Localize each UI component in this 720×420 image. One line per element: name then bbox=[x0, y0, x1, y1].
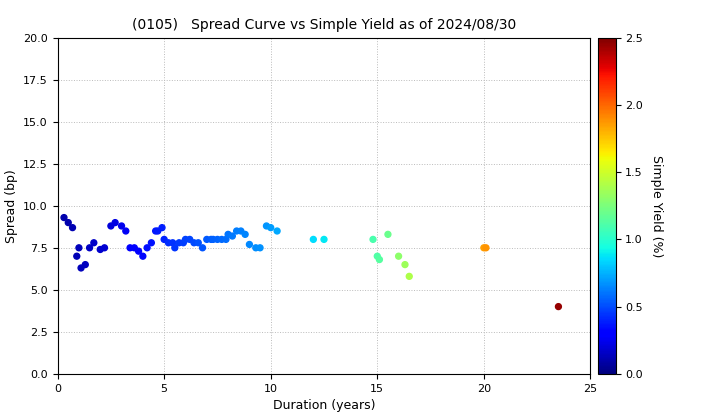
Point bbox=[399, 261, 410, 268]
Y-axis label: Spread (bp): Spread (bp) bbox=[4, 169, 17, 243]
Point bbox=[84, 244, 95, 251]
Point bbox=[382, 231, 394, 238]
Point bbox=[116, 223, 127, 229]
Point bbox=[167, 239, 179, 246]
Point bbox=[163, 239, 174, 246]
Point bbox=[197, 244, 208, 251]
Point bbox=[132, 248, 144, 255]
Point bbox=[207, 236, 219, 243]
Point bbox=[243, 241, 255, 248]
Title: (0105)   Spread Curve vs Simple Yield as of 2024/08/30: (0105) Spread Curve vs Simple Yield as o… bbox=[132, 18, 516, 32]
Point bbox=[76, 265, 87, 271]
Point bbox=[188, 239, 199, 246]
Point bbox=[120, 228, 132, 234]
Point bbox=[235, 228, 247, 234]
Point bbox=[227, 233, 238, 239]
X-axis label: Duration (years): Duration (years) bbox=[273, 399, 375, 412]
Point bbox=[261, 223, 272, 229]
Point bbox=[212, 236, 223, 243]
Point bbox=[180, 236, 192, 243]
Point bbox=[145, 239, 157, 246]
Point bbox=[67, 224, 78, 231]
Point bbox=[58, 214, 70, 221]
Point bbox=[79, 261, 91, 268]
Point bbox=[403, 273, 415, 280]
Point bbox=[220, 236, 232, 243]
Point bbox=[254, 244, 266, 251]
Point bbox=[105, 223, 117, 229]
Point bbox=[150, 228, 161, 234]
Point bbox=[239, 231, 251, 238]
Point bbox=[152, 228, 163, 234]
Point bbox=[178, 239, 189, 246]
Point bbox=[94, 246, 106, 253]
Point bbox=[137, 253, 148, 260]
Point bbox=[129, 244, 140, 251]
Point bbox=[125, 244, 136, 251]
Point bbox=[169, 244, 181, 251]
Point bbox=[265, 224, 276, 231]
Point bbox=[158, 236, 170, 243]
Point bbox=[318, 236, 330, 243]
Point bbox=[480, 244, 492, 251]
Point bbox=[222, 231, 234, 238]
Point bbox=[307, 236, 319, 243]
Point bbox=[372, 253, 383, 260]
Y-axis label: Simple Yield (%): Simple Yield (%) bbox=[649, 155, 662, 257]
Point bbox=[99, 244, 110, 251]
Point bbox=[393, 253, 405, 260]
Point bbox=[231, 228, 243, 234]
Point bbox=[88, 239, 99, 246]
Point bbox=[250, 244, 261, 251]
Point bbox=[63, 219, 74, 226]
Point bbox=[73, 244, 85, 251]
Point bbox=[271, 228, 283, 234]
Point bbox=[374, 256, 385, 263]
Point bbox=[201, 236, 212, 243]
Point bbox=[216, 236, 228, 243]
Point bbox=[184, 236, 196, 243]
Point bbox=[174, 239, 185, 246]
Point bbox=[109, 219, 121, 226]
Point bbox=[205, 236, 217, 243]
Point bbox=[553, 303, 564, 310]
Point bbox=[156, 224, 168, 231]
Point bbox=[478, 244, 490, 251]
Point bbox=[71, 253, 83, 260]
Point bbox=[141, 244, 153, 251]
Point bbox=[192, 239, 204, 246]
Point bbox=[367, 236, 379, 243]
